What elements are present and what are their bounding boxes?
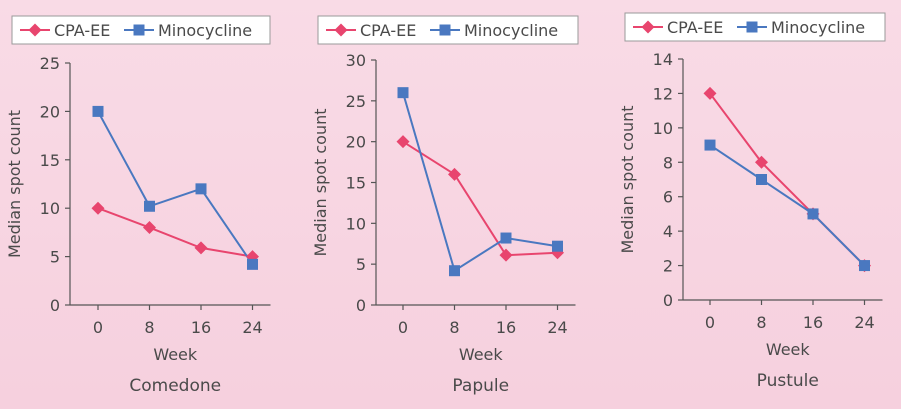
legend-marker-1: [133, 24, 145, 36]
x-tick-label-3: 24: [242, 318, 262, 337]
y-axis-label: Median spot count: [311, 108, 330, 256]
legend-marker-1: [746, 21, 758, 33]
y-tick-label-7: 14: [653, 50, 673, 69]
chart-panel-papule: CPA-EE Minocycline 0 5 10 15 20 25 30 0 8 16 24 Week M…: [311, 15, 579, 396]
y-tick-label-2: 10: [346, 214, 366, 233]
data-point-minocycline-3: [859, 260, 870, 272]
x-tick-label-3: 24: [547, 318, 567, 337]
y-tick-label-4: 20: [346, 133, 366, 152]
data-point-cpa-ee-1: [143, 221, 156, 235]
panel-caption: Comedone: [129, 376, 221, 396]
y-tick-label-6: 12: [653, 84, 673, 103]
data-point-minocycline-1: [144, 200, 155, 212]
series-line-minocycline: [402, 92, 558, 273]
x-tick-label-1: 8: [449, 318, 459, 337]
y-tick-label-0: 0: [50, 296, 60, 315]
y-tick-label-3: 15: [346, 174, 366, 193]
y-tick-label-2: 10: [40, 199, 60, 218]
y-tick-label-6: 30: [346, 51, 366, 70]
y-tick-label-5: 25: [346, 92, 366, 111]
y-tick-label-4: 20: [40, 102, 60, 121]
series-line-cpa-ee: [402, 140, 558, 257]
data-point-cpa-ee-1: [755, 155, 768, 169]
panel-caption: Pustule: [757, 371, 819, 391]
data-point-cpa-ee-0: [703, 86, 717, 100]
x-tick-label-2: 16: [803, 313, 823, 332]
y-tick-label-1: 5: [356, 255, 366, 274]
y-tick-label-2: 4: [663, 222, 673, 241]
y-tick-label-1: 2: [663, 257, 673, 276]
panel-caption: Papule: [452, 376, 509, 396]
y-tick-label-0: 0: [663, 291, 673, 310]
x-tick-label-0: 0: [93, 318, 103, 337]
y-axis-label: Median spot count: [618, 105, 637, 253]
data-point-minocycline-3: [552, 240, 563, 252]
legend-label-1: Minocycline: [464, 21, 558, 40]
x-tick-label-2: 16: [496, 318, 516, 337]
legend-label-1: Minocycline: [771, 18, 865, 37]
data-point-minocycline-0: [397, 87, 409, 99]
legend-marker-0: [334, 23, 348, 37]
legend-marker-1: [439, 24, 451, 36]
data-point-cpa-ee-0: [91, 201, 105, 215]
y-tick-label-3: 6: [663, 188, 673, 207]
x-tick-label-1: 8: [144, 318, 154, 337]
x-axis-label: Week: [153, 345, 198, 364]
legend: CPA-EE Minocycline: [317, 15, 579, 45]
x-tick-label-0: 0: [705, 313, 715, 332]
legend-marker-0: [641, 20, 655, 34]
data-point-cpa-ee-2: [194, 241, 208, 255]
data-point-minocycline-0: [92, 105, 104, 117]
data-point-minocycline-1: [756, 174, 767, 185]
x-tick-label-1: 8: [756, 313, 766, 332]
x-axis-label: Week: [766, 340, 811, 359]
y-tick-label-1: 5: [50, 248, 60, 267]
x-tick-label-3: 24: [854, 313, 874, 332]
x-axis-label: Week: [459, 345, 504, 364]
x-tick-label-2: 16: [191, 318, 211, 337]
y-tick-label-0: 0: [356, 296, 366, 315]
data-point-minocycline-2: [807, 208, 819, 220]
y-axis-label: Median spot count: [5, 110, 24, 258]
data-point-minocycline-0: [704, 139, 716, 151]
y-tick-label-5: 10: [653, 119, 673, 138]
data-point-cpa-ee-0: [396, 135, 410, 149]
series-line-minocycline: [97, 110, 254, 265]
legend-label-0: CPA-EE: [360, 21, 416, 40]
legend: CPA-EE Minocycline: [624, 12, 886, 42]
data-point-minocycline-3: [247, 258, 258, 270]
legend-label-0: CPA-EE: [667, 18, 723, 37]
series-line-cpa-ee: [97, 207, 253, 258]
data-point-minocycline-2: [195, 183, 207, 195]
legend-marker-0: [28, 23, 42, 37]
data-point-cpa-ee-1: [448, 167, 461, 181]
data-point-minocycline-2: [500, 232, 512, 244]
series-line-minocycline: [709, 144, 866, 267]
legend: CPA-EE Minocycline: [11, 15, 271, 45]
data-point-minocycline-1: [449, 265, 460, 277]
y-tick-label-5: 25: [40, 54, 60, 73]
legend-label-1: Minocycline: [158, 21, 252, 40]
legend-label-0: CPA-EE: [54, 21, 110, 40]
series-line-cpa-ee: [709, 92, 866, 267]
y-tick-label-4: 8: [663, 153, 673, 172]
x-tick-label-0: 0: [398, 318, 408, 337]
data-point-cpa-ee-2: [499, 248, 513, 262]
chart-panel-comedone: CPA-EE Minocycline 0 5 10 15 20 25 0 8 16 24 Week Med…: [5, 15, 271, 396]
y-tick-label-3: 15: [40, 151, 60, 170]
